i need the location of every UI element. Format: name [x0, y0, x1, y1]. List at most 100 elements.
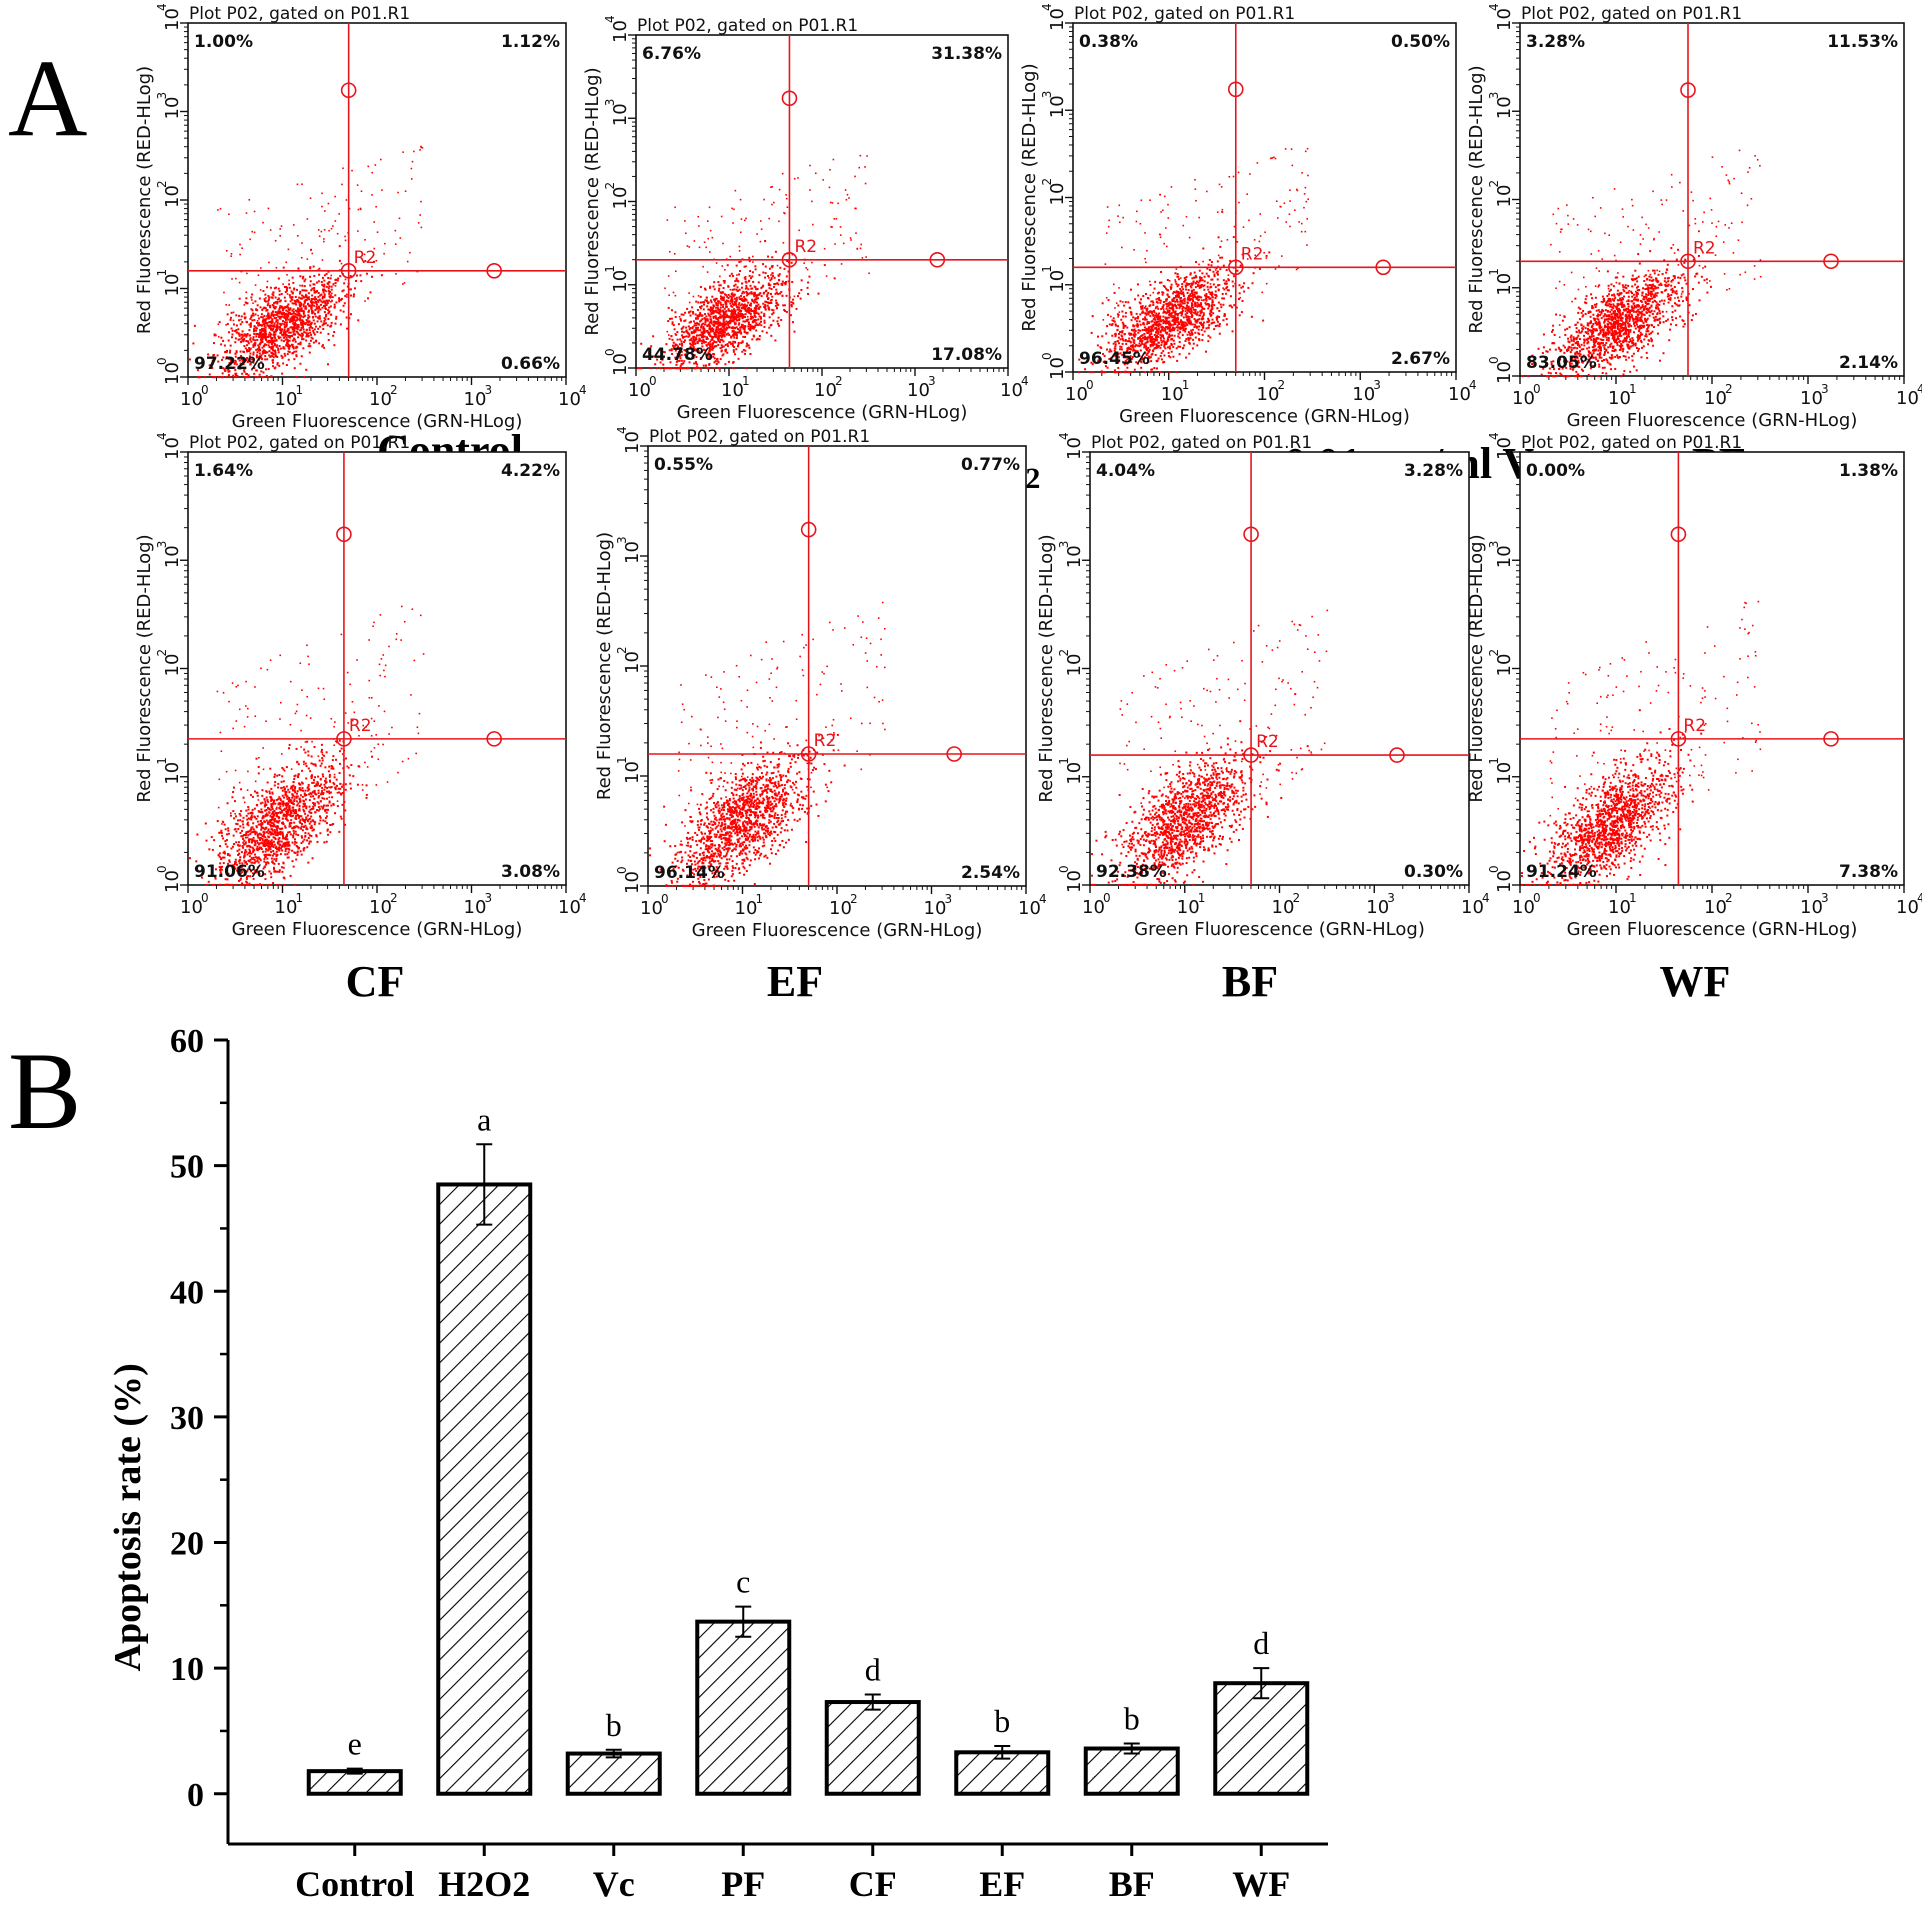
scatter-dot [1151, 343, 1154, 346]
scatter-dot [706, 337, 709, 340]
scatter-dot [1239, 296, 1242, 299]
scatter-dot [333, 331, 336, 334]
scatter-dot [1271, 157, 1274, 159]
scatter-dot [1115, 302, 1118, 305]
scatter-dot [737, 323, 740, 326]
scatter-dot [266, 315, 269, 318]
scatter-dot [742, 299, 745, 302]
scatter-dot [226, 250, 228, 252]
scatter-dot [298, 310, 301, 313]
scatter-dot [324, 318, 327, 321]
scatter-dot [1231, 330, 1234, 333]
scatter-dot [1200, 303, 1203, 306]
scatter-dot [709, 318, 712, 321]
y-tick-exponent: 4 [1487, 3, 1501, 11]
scatter-dot [272, 313, 275, 316]
scatter-dot [745, 345, 748, 348]
scatter-dot [725, 327, 728, 330]
scatter-dot [1198, 276, 1201, 279]
scatter-dot [1164, 316, 1167, 319]
scatter-dot [1129, 306, 1132, 309]
scatter-dot [680, 350, 683, 353]
scatter-dot [1269, 157, 1272, 160]
scatter-dot [747, 301, 750, 304]
scatter-dot [757, 312, 760, 315]
scatter-dot [699, 307, 702, 310]
scatter-dot [1121, 330, 1124, 333]
scatter-dot [324, 301, 327, 304]
scatter-dot [246, 376, 249, 379]
scatter-dot [291, 315, 294, 318]
scatter-dot [786, 206, 789, 208]
scatter-dot [763, 325, 766, 328]
scatter-dot [1637, 285, 1640, 288]
scatter-dot [371, 265, 373, 268]
scatter-dot [249, 347, 252, 350]
scatter-dot [683, 335, 686, 338]
scatter-dot [279, 234, 281, 237]
scatter-dot [1242, 226, 1245, 228]
scatter-dot [695, 300, 698, 303]
scatter-dot [1183, 302, 1186, 305]
scatter-dot [1184, 328, 1187, 331]
scatter-dot [280, 354, 283, 357]
scatter-dot [1162, 209, 1164, 212]
scatter-dot [1134, 298, 1137, 301]
scatter-dot [328, 292, 331, 295]
scatter-dot [1194, 282, 1197, 285]
scatter-dot [301, 183, 303, 186]
scatter-dot [1202, 324, 1205, 327]
scatter-dot [273, 344, 276, 347]
scatter-dot [776, 264, 779, 267]
scatter-dot [1155, 343, 1158, 346]
scatter-dot [1130, 313, 1133, 316]
scatter-dot [296, 316, 299, 319]
scatter-dot [287, 346, 290, 349]
scatter-dot [302, 310, 305, 313]
scatter-dot [283, 330, 286, 333]
scatter-dot [721, 315, 724, 318]
scatter-dot [675, 270, 677, 273]
scatter-dot [1192, 280, 1195, 283]
scatter-dot [1155, 298, 1158, 301]
scatter-dot [285, 306, 288, 309]
scatter-dot [1136, 350, 1139, 353]
scatter-dot [700, 350, 703, 353]
quadrant-percent-ll: 97.22% [194, 354, 265, 374]
scatter-dot [265, 374, 268, 377]
scatter-dot [1185, 282, 1188, 285]
scatter-dot [1239, 264, 1242, 267]
scatter-dot [741, 297, 743, 300]
scatter-dot [1124, 371, 1127, 374]
scatter-dot [351, 169, 353, 172]
scatter-dot [1153, 367, 1156, 370]
scatter-dot [229, 344, 232, 347]
scatter-dot [692, 343, 695, 346]
scatter-dot [743, 298, 746, 301]
scatter-dot [1120, 318, 1123, 321]
scatter-dot [1185, 275, 1188, 278]
scatter-dot [738, 331, 741, 334]
scatter-dot [709, 347, 712, 350]
scatter-dot [708, 367, 711, 370]
scatter-dot [270, 339, 273, 342]
scatter-dot [726, 351, 729, 354]
scatter-dot [671, 321, 674, 324]
scatter-dot [675, 367, 678, 370]
scatter-dot [395, 273, 397, 275]
scatter-dot [1180, 292, 1183, 295]
scatter-dot [774, 282, 777, 285]
scatter-dot [1147, 331, 1150, 334]
scatter-dot [316, 320, 319, 323]
scatter-dot [1573, 375, 1576, 378]
scatter-dot [274, 337, 277, 340]
scatter-dot [691, 332, 694, 335]
scatter-dot [265, 309, 268, 312]
scatter-dot [735, 336, 738, 339]
scatter-dot [339, 323, 342, 326]
scatter-dot [678, 355, 681, 358]
scatter-dot [1189, 337, 1192, 340]
scatter-dot [1145, 318, 1148, 321]
scatter-dot [310, 336, 313, 339]
scatter-dot [1132, 341, 1135, 344]
